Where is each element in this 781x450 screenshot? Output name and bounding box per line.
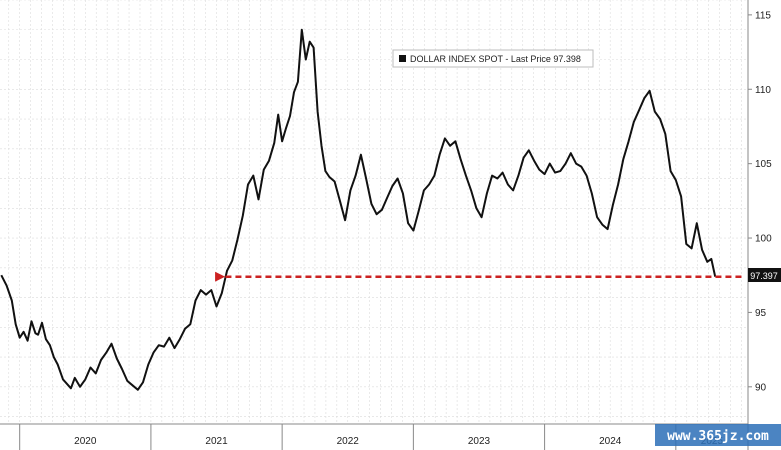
x-tick-label: 2022 bbox=[337, 436, 360, 447]
last-value-badge-box bbox=[748, 268, 781, 282]
series-line-dollar-index bbox=[0, 28, 717, 391]
y-tick-label: 110 bbox=[755, 85, 771, 96]
y-tick-label: 90 bbox=[755, 382, 767, 393]
last-value-badge: 97.397 bbox=[748, 268, 781, 282]
x-tick-label: 2020 bbox=[74, 436, 97, 447]
watermark-box bbox=[655, 424, 781, 446]
y-tick-label: 95 bbox=[755, 308, 767, 319]
x-tick-label: 2023 bbox=[468, 436, 491, 447]
y-tick-label: 115 bbox=[755, 10, 771, 21]
y-tick-label: 100 bbox=[755, 234, 772, 245]
legend-swatch bbox=[399, 55, 406, 62]
series-layer bbox=[0, 28, 717, 391]
watermark-text: www.365jz.com bbox=[667, 429, 769, 444]
x-tick-label: 2024 bbox=[599, 436, 622, 447]
last-value-label: 97.397 bbox=[750, 271, 778, 281]
legend: DOLLAR INDEX SPOT - Last Price 97.398 bbox=[392, 49, 594, 68]
legend-box bbox=[392, 49, 594, 68]
x-tick-label: 2021 bbox=[205, 436, 228, 447]
y-tick-label: 105 bbox=[755, 159, 772, 170]
legend-text: DOLLAR INDEX SPOT - Last Price 97.398 bbox=[410, 54, 581, 64]
watermark: www.365jz.com bbox=[655, 424, 781, 446]
